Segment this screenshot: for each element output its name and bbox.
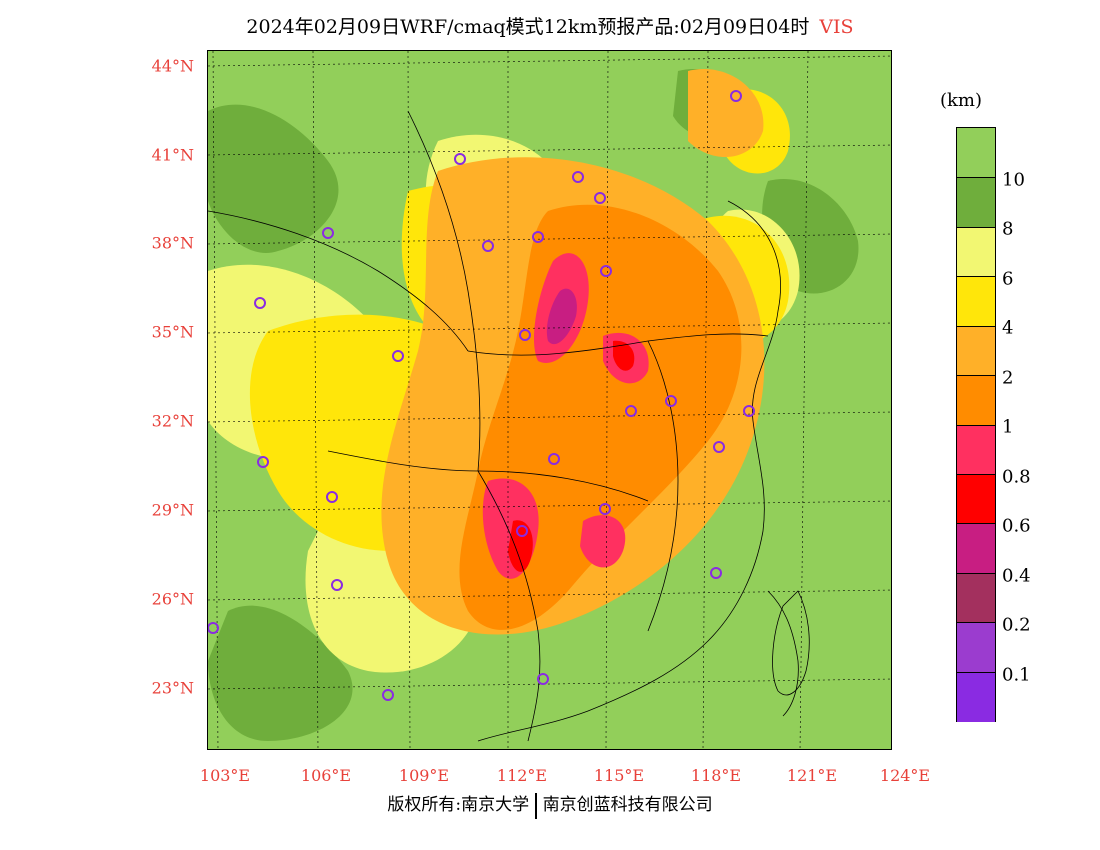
lat-label-35: 35°N [151, 322, 194, 342]
lon-label-121: 121°E [786, 766, 838, 785]
map-title: 2024年02月09日WRF/cmaq模式12km预报产品:02月09日04时 V… [0, 12, 1100, 39]
lat-label-38: 38°N [151, 233, 194, 253]
lon-label-115: 115°E [593, 766, 645, 785]
station-markers [208, 90, 755, 701]
legend-label-2: 2 [1002, 367, 1014, 389]
variable-name: VIS [819, 16, 854, 38]
map-canvas [208, 51, 891, 749]
legend-swatch [957, 671, 995, 723]
legend-colorbar [956, 127, 996, 723]
lat-label-26: 26°N [151, 589, 194, 609]
copyright-footer: 版权所有:南京大学 南京创蓝科技有限公司 [0, 790, 1100, 819]
graticule [208, 51, 891, 749]
legend-swatch [957, 375, 995, 426]
lon-label-118: 118°E [690, 766, 742, 785]
legend-swatch [957, 523, 995, 575]
lat-label-41: 41°N [151, 145, 194, 165]
legend-swatch [957, 276, 995, 328]
legend-swatch [957, 128, 995, 178]
legend-label-4: 4 [1002, 317, 1014, 339]
lon-label-124: 124°E [879, 766, 931, 785]
lat-label-44: 44°N [151, 56, 194, 76]
legend-label-0.4: 0.4 [1002, 565, 1031, 587]
legend-swatch [957, 325, 995, 377]
legend-swatch [957, 424, 995, 476]
legend-label-8: 8 [1002, 218, 1014, 240]
legend-label-0.2: 0.2 [1002, 614, 1031, 636]
legend-swatch [957, 473, 995, 525]
copyright-company: 南京创蓝科技有限公司 [542, 795, 713, 815]
legend-label-0.6: 0.6 [1002, 515, 1031, 537]
footer-divider [535, 792, 537, 819]
vis-band-0.4-0.6 [546, 288, 577, 345]
lat-label-23: 23°N [151, 678, 194, 698]
lon-label-106: 106°E [300, 766, 352, 785]
lon-label-109: 109°E [398, 766, 450, 785]
vis-band-8-10 [208, 69, 859, 741]
boundaries [208, 110, 810, 742]
title-text: 2024年02月09日WRF/cmaq模式12km预报产品:02月09日04时 [246, 16, 810, 38]
legend-label-10: 10 [1002, 169, 1025, 191]
legend-swatch [957, 226, 995, 278]
lat-label-29: 29°N [151, 500, 194, 520]
legend-label-6: 6 [1002, 268, 1014, 290]
legend-swatch [957, 177, 995, 229]
legend-label-0.1: 0.1 [1002, 664, 1031, 686]
lon-label-112: 112°E [496, 766, 548, 785]
lon-label-103: 103°E [199, 766, 251, 785]
legend-swatch [957, 622, 995, 674]
legend-swatch [957, 572, 995, 624]
legend-label-1: 1 [1002, 416, 1014, 438]
forecast-map[interactable] [207, 50, 892, 750]
legend-label-0.8: 0.8 [1002, 466, 1031, 488]
legend-unit: (km) [940, 90, 983, 111]
copyright-owner: 版权所有:南京大学 [387, 795, 530, 815]
lat-label-32: 32°N [151, 411, 194, 431]
